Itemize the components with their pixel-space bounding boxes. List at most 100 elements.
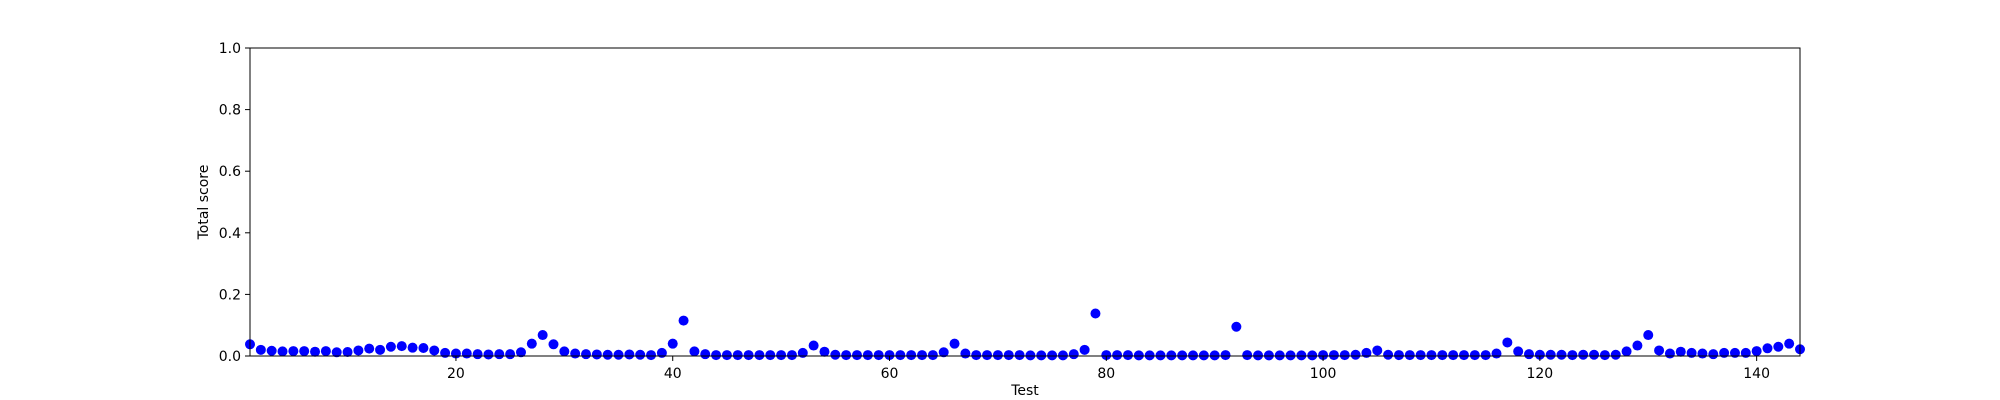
data-point	[646, 350, 657, 361]
x-axis-title: Test	[1010, 383, 1039, 399]
x-tick-label: 120	[1526, 366, 1553, 382]
data-point	[1361, 347, 1372, 358]
data-point	[320, 346, 331, 357]
x-tick-label: 140	[1743, 366, 1770, 382]
y-tick-label: 0.0	[219, 349, 241, 365]
data-point	[1773, 341, 1784, 352]
data-point	[353, 345, 364, 356]
data-point	[483, 349, 494, 360]
data-point	[1534, 349, 1545, 360]
data-point	[1274, 350, 1285, 361]
data-point	[938, 347, 949, 358]
data-point	[819, 346, 830, 357]
data-point	[1751, 346, 1762, 357]
data-point	[310, 346, 321, 357]
data-point	[1502, 337, 1513, 348]
data-point	[1296, 350, 1307, 361]
data-point	[1209, 350, 1220, 361]
data-point	[1339, 350, 1350, 361]
data-point	[862, 350, 873, 361]
y-tick-label: 0.8	[219, 103, 241, 119]
data-point	[277, 346, 288, 357]
data-point	[1112, 350, 1123, 361]
data-point	[418, 342, 429, 353]
x-tick-label: 80	[1097, 366, 1115, 382]
y-tick-label: 1.0	[219, 41, 241, 57]
data-point	[299, 346, 310, 357]
data-point	[591, 349, 602, 360]
x-tick-label: 40	[664, 366, 682, 382]
data-point	[1242, 350, 1253, 361]
data-point	[1599, 350, 1610, 361]
data-point	[982, 350, 993, 361]
data-point	[906, 350, 917, 361]
data-point	[1708, 349, 1719, 360]
data-point	[1621, 346, 1632, 357]
data-point	[1318, 350, 1329, 361]
data-point	[1469, 350, 1480, 361]
data-point	[873, 350, 884, 361]
data-point	[342, 346, 353, 357]
x-tick-label: 20	[447, 366, 465, 382]
data-point	[375, 344, 386, 355]
data-point	[1784, 338, 1795, 349]
data-point	[1719, 347, 1730, 358]
data-point	[1437, 350, 1448, 361]
data-point	[1426, 350, 1437, 361]
data-point	[1133, 350, 1144, 361]
data-point	[1372, 345, 1383, 356]
data-point	[288, 346, 299, 357]
data-point	[1632, 340, 1643, 351]
data-point	[884, 350, 895, 361]
data-point	[1014, 350, 1025, 361]
data-point	[515, 347, 526, 358]
data-point	[1144, 350, 1155, 361]
data-point	[1686, 347, 1697, 358]
data-point	[1654, 345, 1665, 356]
data-point	[1578, 349, 1589, 360]
data-point	[1675, 346, 1686, 357]
data-point	[331, 347, 342, 358]
data-point	[1664, 348, 1675, 359]
data-points	[245, 308, 1805, 361]
data-point	[1166, 350, 1177, 361]
data-point	[266, 345, 277, 356]
data-point	[1101, 350, 1112, 361]
data-point	[1090, 308, 1101, 319]
data-point	[700, 349, 711, 360]
data-point	[667, 338, 678, 349]
y-axis-title: Total score	[196, 165, 212, 241]
data-point	[1047, 350, 1058, 361]
data-point	[1556, 349, 1567, 360]
data-point	[960, 348, 971, 359]
data-point	[505, 349, 516, 360]
data-point	[385, 341, 396, 352]
data-point	[1524, 349, 1535, 360]
data-point	[656, 347, 667, 358]
data-point	[1480, 350, 1491, 361]
plot-frame	[249, 47, 1801, 357]
data-point	[472, 349, 483, 360]
data-point	[624, 349, 635, 360]
data-point	[1122, 350, 1133, 361]
data-point	[1188, 350, 1199, 361]
y-axis: 0.0 0.2 0.4 0.6 0.8 1.0	[219, 41, 250, 365]
data-point	[754, 350, 765, 361]
data-point	[678, 315, 689, 326]
data-point	[1610, 349, 1621, 360]
data-point	[1177, 350, 1188, 361]
data-point	[1513, 346, 1524, 357]
data-point	[1697, 348, 1708, 359]
data-point	[1263, 350, 1274, 361]
data-point	[1025, 350, 1036, 361]
data-point	[808, 340, 819, 351]
data-point	[830, 349, 841, 360]
data-point	[765, 350, 776, 361]
data-point	[1220, 350, 1231, 361]
x-axis: 20 40 60 80 100 120 140	[447, 356, 1770, 382]
data-point	[570, 348, 581, 359]
data-point	[1036, 350, 1047, 361]
y-tick-label: 0.2	[219, 287, 241, 303]
